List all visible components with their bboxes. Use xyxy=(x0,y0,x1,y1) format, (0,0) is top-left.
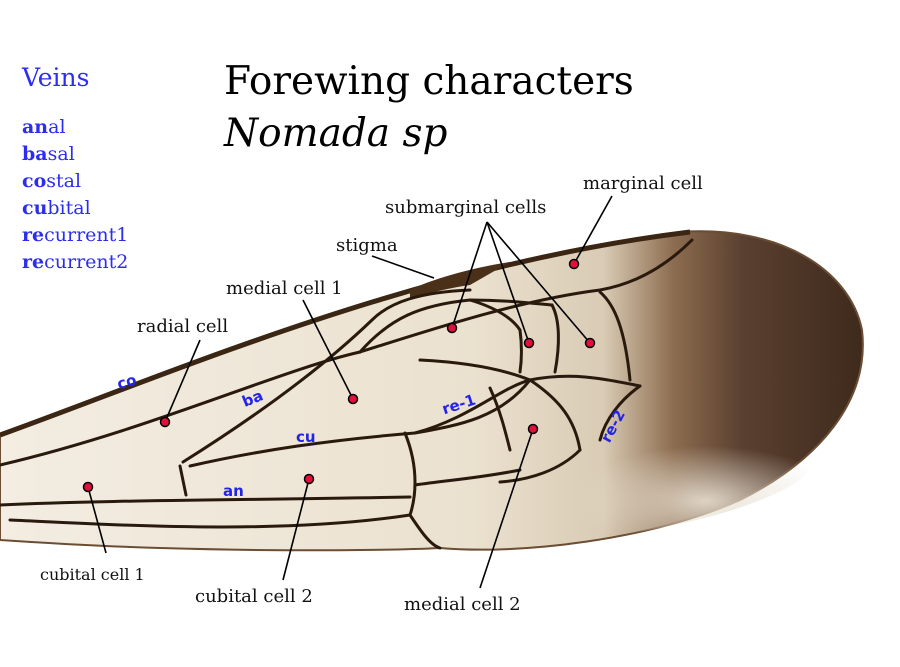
marker-medial-cell-2 xyxy=(527,423,539,435)
marker-submarginal-cell-3 xyxy=(584,337,596,349)
vein-network xyxy=(0,238,694,550)
label-radial-cell: radial cell xyxy=(137,316,228,337)
costal-vein-line xyxy=(0,229,691,438)
marker-radial-cell xyxy=(159,416,171,428)
diagram-title: Forewing characters Nomada sp xyxy=(224,56,844,160)
title-main: Forewing characters xyxy=(224,59,634,104)
vein-tag-an: an xyxy=(223,482,244,500)
label-stigma: stigma xyxy=(336,235,398,256)
legend-item-anal: anal xyxy=(22,116,66,138)
label-medial-cell-2: medial cell 2 xyxy=(404,594,521,615)
stigma-shape xyxy=(410,262,510,300)
marker-medial-cell-1 xyxy=(347,393,359,405)
legend-item-recurrent1: recurrent1 xyxy=(22,224,129,246)
legend-title: Veins xyxy=(22,63,90,92)
label-cubital-cell-1: cubital cell 1 xyxy=(40,565,145,584)
label-marginal-cell: marginal cell xyxy=(583,173,703,194)
veins-legend: Veins anal basal costal cubital recurren… xyxy=(22,62,222,276)
legend-item-cubital: cubital xyxy=(22,197,91,219)
marker-submarginal-cell-1 xyxy=(446,322,458,334)
marker-cubital-cell-2 xyxy=(303,473,315,485)
label-submarginal-cells: submarginal cells xyxy=(385,197,546,218)
marker-submarginal-cell-2 xyxy=(523,337,535,349)
vein-tag-cu: cu xyxy=(296,428,316,446)
title-species: Nomada sp xyxy=(224,111,448,156)
callout-lines xyxy=(87,195,613,589)
legend-item-basal: basal xyxy=(22,143,75,165)
label-cubital-cell-2: cubital cell 2 xyxy=(195,586,313,607)
label-medial-cell-1: medial cell 1 xyxy=(226,278,343,299)
cell-markers xyxy=(82,258,596,493)
wing-membrane-highlight xyxy=(427,387,814,545)
marker-marginal-cell xyxy=(568,258,580,270)
vein-tag-co: co xyxy=(115,371,138,393)
legend-item-recurrent2: recurrent2 xyxy=(22,251,129,273)
marker-cubital-cell-1 xyxy=(82,481,94,493)
legend-item-costal: costal xyxy=(22,170,82,192)
